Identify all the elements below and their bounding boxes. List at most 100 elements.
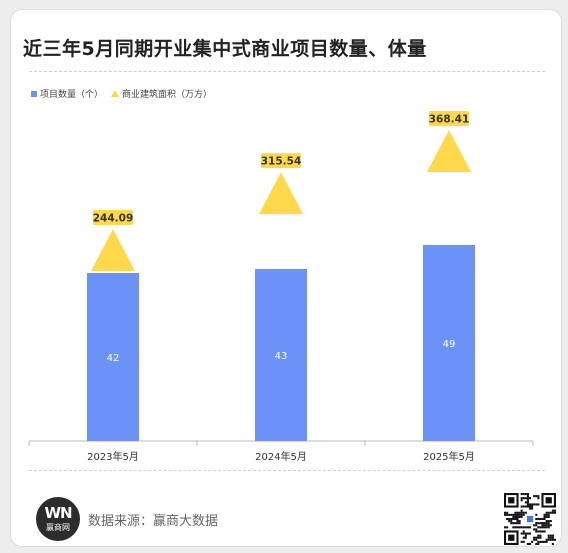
qr-module (535, 524, 538, 527)
qr-module (551, 511, 554, 514)
qr-module (526, 501, 529, 504)
qr-module (543, 517, 546, 521)
qr-module (533, 528, 536, 531)
legend: 项目数量（个） 商业建筑面积（万方） (31, 87, 220, 100)
qr-module (539, 530, 542, 533)
marker-value-label: 315.54 (261, 156, 302, 168)
qr-module (547, 536, 550, 539)
qr-module (545, 526, 548, 529)
qr-module (537, 540, 540, 543)
triangle-marker (427, 130, 471, 172)
qr-module (526, 515, 534, 523)
qr-module (551, 509, 554, 512)
marker-label-box (93, 210, 133, 225)
qr-module (549, 538, 552, 541)
qr-module (553, 509, 556, 512)
qr-module (547, 511, 550, 514)
qr-module (518, 522, 521, 525)
legend-bar-swatch (31, 90, 37, 97)
qr-module (508, 497, 515, 504)
x-tick-label: 2023年5月 (87, 450, 139, 463)
qr-module (547, 522, 550, 525)
qr-module (537, 534, 540, 537)
qr-module (539, 536, 542, 539)
qr-module (528, 503, 532, 506)
qr-module (516, 517, 519, 521)
brand-logo: WN 赢商网 (36, 497, 80, 541)
qr-module (541, 540, 544, 543)
qr-module (520, 493, 523, 496)
qr-module (531, 505, 534, 508)
qr-module (531, 503, 534, 506)
x-tick-label: 2024年5月 (255, 450, 307, 463)
qr-module (518, 526, 521, 529)
qr-module (537, 495, 540, 498)
qr-module (535, 528, 538, 531)
legend-triangle-swatch (111, 90, 120, 97)
qr-module (537, 497, 540, 500)
bar-value-label: 49 (443, 339, 456, 350)
qr-module (506, 517, 509, 521)
qr-module (524, 526, 527, 529)
qr-module (512, 515, 515, 518)
qr-module (543, 526, 546, 529)
qr-module (506, 526, 509, 529)
qr-module (520, 499, 523, 502)
qr-module (518, 520, 521, 523)
qr-module (522, 513, 525, 516)
marker-label-box (429, 111, 469, 126)
qr-module (514, 522, 517, 525)
qr-module (522, 530, 525, 533)
qr-module (551, 542, 554, 545)
qr-module (551, 538, 554, 541)
qr-module (533, 495, 536, 498)
qr-module (531, 507, 534, 510)
qr-module (524, 501, 527, 504)
qr-module (535, 495, 538, 498)
qr-module (537, 530, 540, 533)
title-divider (29, 71, 545, 72)
qr-module (526, 503, 529, 506)
qr-module (526, 532, 529, 535)
qr-module (526, 493, 529, 496)
qr-module (526, 499, 529, 502)
qr-module (543, 540, 546, 543)
qr-module (520, 515, 523, 518)
qr-module (553, 511, 556, 514)
qr-module (553, 538, 556, 541)
qr-module (506, 511, 509, 514)
qr-module (545, 520, 548, 523)
qr-module (520, 540, 523, 543)
qr-module (518, 515, 521, 518)
qr-module (514, 515, 517, 518)
triangle-marker (259, 172, 303, 215)
qr-module (549, 511, 552, 514)
qr-module (512, 526, 515, 529)
legend-marker-label: 商业建筑面积（万方） (122, 90, 213, 100)
qr-module (504, 511, 507, 514)
qr-module (535, 536, 538, 539)
qr-module (526, 542, 529, 545)
qr-module (547, 520, 550, 523)
qr-module (531, 540, 534, 543)
qr-module (514, 513, 517, 516)
qr-module (510, 522, 513, 525)
qr-module (508, 513, 511, 516)
qr-module (533, 503, 536, 506)
qr-module (528, 507, 532, 510)
qr-module (539, 517, 542, 521)
qr-module (549, 524, 552, 527)
qr-module (545, 524, 548, 527)
qr-module (528, 532, 532, 535)
qr-module (524, 511, 527, 514)
marker-value-label: 244.09 (93, 213, 134, 225)
qr-module (508, 520, 511, 523)
qr-module (545, 540, 548, 543)
qr-module (526, 495, 529, 498)
qr-module (518, 513, 521, 516)
qr-module (545, 538, 548, 541)
qr-module (547, 534, 550, 537)
qr-module (510, 513, 513, 516)
triangle-marker (91, 229, 135, 271)
qr-module (516, 526, 519, 529)
